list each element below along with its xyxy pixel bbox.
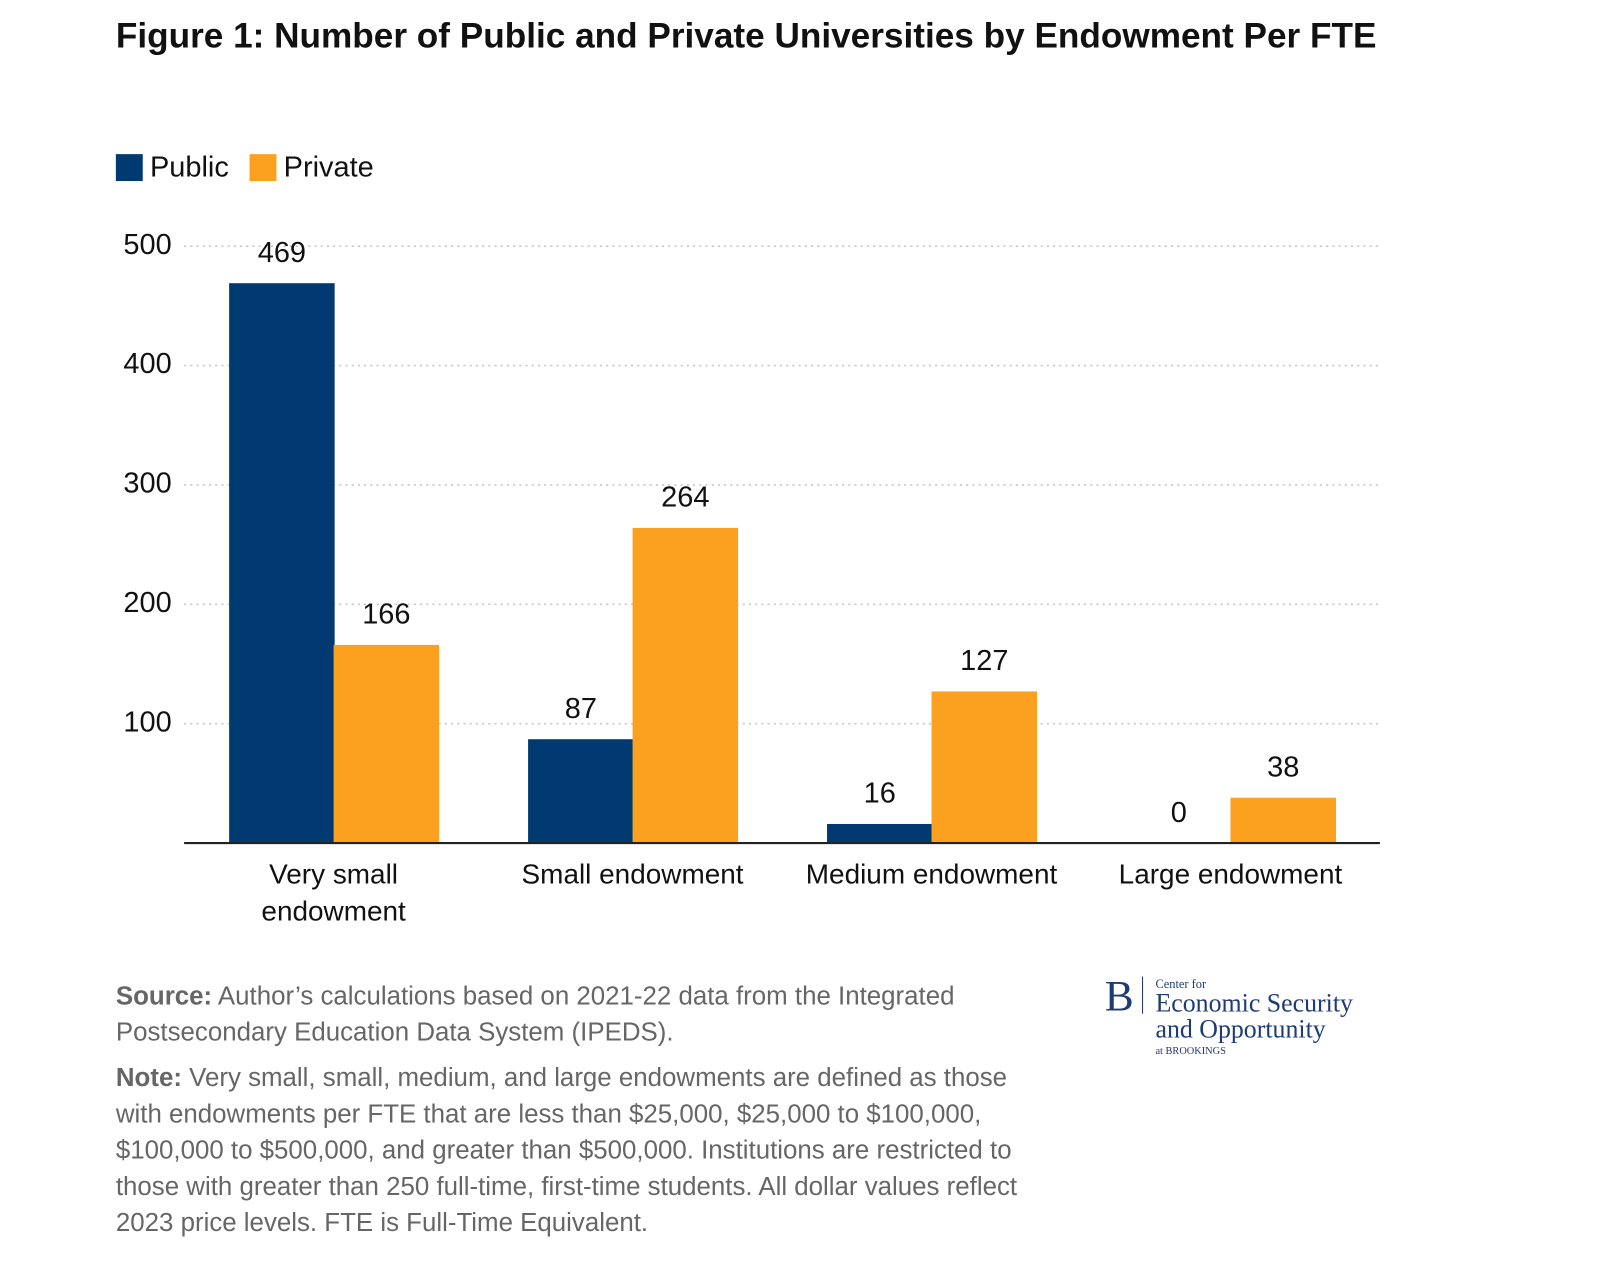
note: Note: Very small, small, medium, and lar… [116,1060,1057,1241]
bar [333,644,440,844]
x-tick-label: Medium endowment [805,858,1058,890]
data-label: 38 [1267,751,1299,783]
legend-swatch [249,154,277,182]
data-label: 469 [258,237,306,269]
bar [229,283,335,844]
logo-line: Economic Security [1155,989,1353,1018]
source-label: Source: [115,981,213,1011]
legend-label: Public [150,151,229,183]
logo-divider [1142,976,1144,1014]
data-label: 16 [864,778,896,810]
x-tick-label: Large endowment [1118,858,1343,890]
data-label: 127 [960,645,1008,677]
bar [528,739,634,844]
source-text: Author’s calculations based on 2021-22 d… [115,981,955,1047]
x-tick-label: Small endowment [521,858,744,890]
source: Source: Author’s calculations based on 2… [116,979,1057,1051]
note-label: Note: [115,1063,182,1093]
logo-mark: B [1104,973,1134,1021]
y-tick-label: 400 [123,348,171,380]
y-tick-label: 100 [123,706,171,738]
logo-line: and Opportunity [1155,1015,1326,1044]
y-tick-label: 200 [123,587,171,619]
data-label: 0 [1171,797,1187,829]
bar [632,527,739,844]
data-label: 87 [565,693,597,725]
y-tick-label: 300 [123,468,171,500]
bar [827,823,933,844]
y-tick-label: 500 [123,229,171,261]
data-label: 264 [661,482,709,514]
bar [931,691,1038,844]
logo-line: at BROOKINGS [1155,1045,1226,1058]
bar [1230,797,1336,844]
x-tick-label: Very small endowment [261,858,406,927]
note-text: Very small, small, medium, and large end… [115,1063,1018,1238]
legend-swatch [115,154,143,182]
data-label: 166 [362,599,410,631]
logo-line: Center for [1155,976,1207,991]
legend-label: Private [284,151,374,183]
chart-title: Figure 1: Number of Public and Private U… [115,16,1377,56]
